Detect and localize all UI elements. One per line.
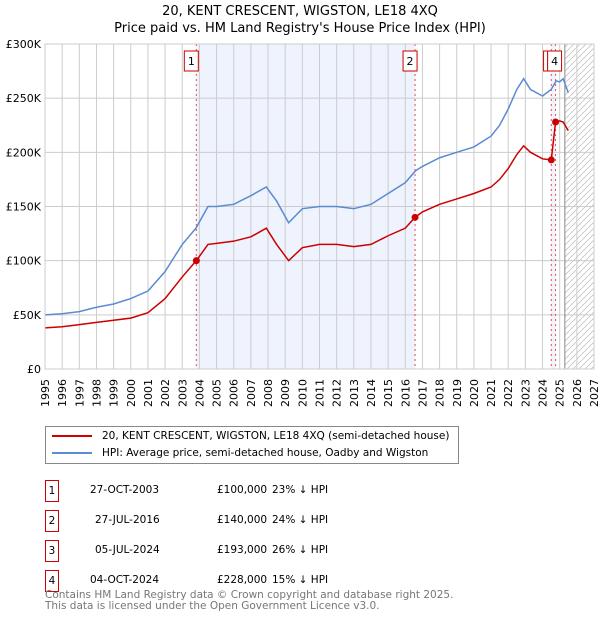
series-line [44, 77, 569, 316]
x-tick-label: 2012 [331, 379, 344, 407]
legend-swatch-red [52, 435, 92, 437]
sale-point [192, 257, 200, 265]
footer-line2: This data is licensed under the Open Gov… [45, 600, 380, 612]
x-tick-label: 2001 [142, 379, 155, 407]
x-tick-label: 2015 [382, 379, 395, 407]
price-chart: 1995 1996 1997 1998 1999 2000 2001 2002 2003 2004… [6, 38, 600, 407]
x-tick-label: 2023 [519, 379, 532, 407]
sale-label-box: 1 [183, 50, 199, 72]
sale-hpi: 24% ↓ HPI [272, 514, 329, 526]
x-tick-label: 2024 [537, 379, 550, 407]
label-number: 4 [551, 55, 558, 68]
sale-number: 4 [45, 570, 59, 592]
x-tick-label: 2008 [262, 379, 275, 407]
x-tick-label: 2011 [314, 379, 327, 407]
y-tick-label: £300K [6, 38, 42, 51]
sale-label-box: 2 [402, 50, 418, 72]
sale-hpi: 26% ↓ HPI [272, 544, 329, 556]
label-box-3 [543, 50, 549, 72]
x-tick-label: 2025 [554, 379, 567, 407]
x-tick-label: 2007 [245, 379, 258, 407]
sale-price: £140,000 [217, 514, 268, 526]
y-tick-label: £50K [13, 309, 42, 322]
sale-point [411, 213, 419, 221]
x-tick-label: 2013 [348, 379, 361, 407]
x-tick-label: 2026 [571, 379, 584, 407]
sale-hpi: 15% ↓ HPI [272, 574, 329, 586]
y-tick-label: £0 [27, 363, 41, 376]
x-tick-label: 2005 [211, 379, 224, 407]
x-tick-label: 2020 [468, 379, 481, 407]
sale-number: 3 [45, 540, 59, 562]
chart-title: 20, KENT CRESCENT, WIGSTON, LE18 4XQ [162, 4, 438, 19]
x-tick-label: 1997 [73, 379, 86, 407]
sale-number: 2 [45, 510, 59, 532]
x-tick-label: 2003 [176, 379, 189, 407]
series-line [44, 120, 569, 329]
x-tick-label: 2004 [193, 379, 206, 407]
sale-date: 27-JUL-2016 [95, 514, 160, 526]
x-tick-label: 2006 [228, 379, 241, 407]
x-tick-label: 2017 [416, 379, 429, 407]
sale-number: 1 [45, 480, 59, 502]
legend-swatch-blue [52, 452, 92, 454]
x-tick-label: 2018 [434, 379, 447, 407]
sale-price: £100,000 [217, 484, 268, 496]
sale-point [547, 156, 555, 164]
x-tick-label: 2016 [399, 379, 412, 407]
sale-point [552, 118, 560, 126]
x-tick-label: 2021 [485, 379, 498, 407]
sale-date: 04-OCT-2024 [90, 574, 159, 586]
sale-date: 27-OCT-2003 [90, 484, 159, 496]
x-tick-label: 1996 [56, 379, 69, 407]
plot-frame [44, 43, 595, 370]
x-tick-label: 1995 [39, 379, 52, 407]
legend-label: HPI: Average price, semi-detached house,… [102, 447, 429, 459]
x-tick-label: 2000 [125, 379, 138, 407]
label-number: 1 [188, 55, 195, 68]
x-tick-label: 2022 [502, 379, 515, 407]
x-tick-label: 1998 [90, 379, 103, 407]
sale-price: £193,000 [217, 544, 268, 556]
sale-label-box: 4 [543, 50, 563, 72]
sale-price: £228,000 [217, 574, 268, 586]
legend: 20, KENT CRESCENT, WIGSTON, LE18 4XQ (se… [45, 426, 459, 464]
footer-line1: Contains HM Land Registry data © Crown c… [45, 589, 454, 601]
legend-label: 20, KENT CRESCENT, WIGSTON, LE18 4XQ (se… [102, 430, 450, 442]
y-tick-label: £100K [6, 255, 42, 268]
label-box [183, 50, 199, 72]
label-number: 2 [407, 55, 414, 68]
legend-item-hpi: HPI: Average price, semi-detached house,… [46, 445, 428, 461]
x-tick-label: 2010 [296, 379, 309, 407]
x-tick-label: 2027 [588, 379, 600, 407]
y-tick-label: £200K [6, 146, 42, 159]
y-tick-label: £150K [6, 201, 42, 214]
sale-hpi: 23% ↓ HPI [272, 484, 329, 496]
legend-item-property: 20, KENT CRESCENT, WIGSTON, LE18 4XQ (se… [46, 428, 449, 444]
footer: Contains HM Land Registry data © Crown c… [45, 590, 453, 612]
x-tick-label: 2002 [159, 379, 172, 407]
label-box [402, 50, 418, 72]
x-tick-label: 1999 [108, 379, 121, 407]
sale-date: 05-JUL-2024 [95, 544, 160, 556]
y-tick-label: £250K [6, 92, 42, 105]
x-tick-label: 2019 [451, 379, 464, 407]
x-tick-label: 2014 [365, 379, 378, 407]
chart-subtitle: Price paid vs. HM Land Registry's House … [114, 21, 486, 36]
x-tick-label: 2009 [279, 379, 292, 407]
